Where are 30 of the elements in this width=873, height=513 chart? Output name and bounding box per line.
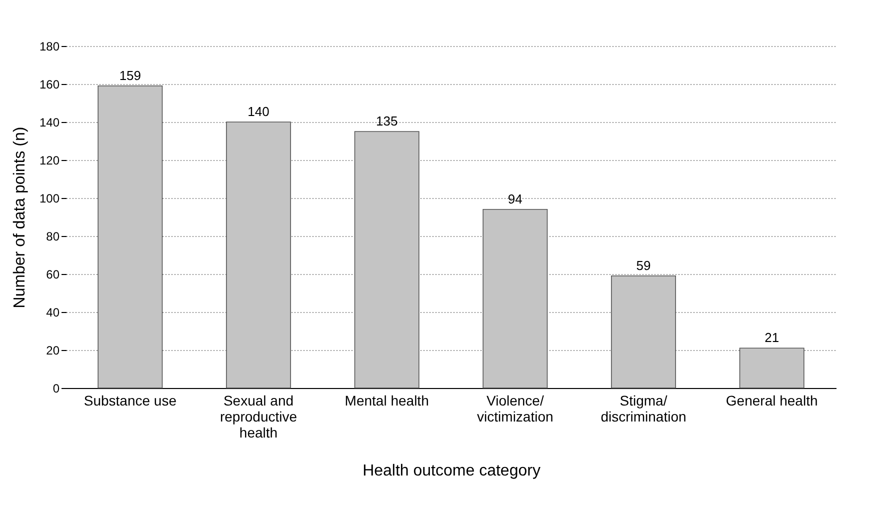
bar: [226, 122, 291, 388]
y-tick-label: 20: [46, 344, 60, 358]
y-tick-label: 140: [39, 116, 60, 130]
x-tick-label: Stigma/discrimination: [600, 392, 686, 424]
x-tick-label: Violence/victimization: [477, 392, 554, 424]
x-axis-title: Health outcome category: [362, 462, 540, 480]
bar: [611, 276, 676, 388]
y-tick-label: 0: [52, 382, 60, 396]
bar: [98, 86, 163, 388]
data-label: 59: [636, 258, 651, 273]
y-tick-label: 160: [39, 78, 60, 92]
y-axis-title: Number of data points (n): [11, 126, 28, 308]
y-tick-label: 180: [39, 40, 60, 54]
x-tick-label: Mental health: [344, 392, 429, 408]
data-label: 140: [248, 104, 270, 119]
data-label: 135: [376, 114, 398, 128]
x-tick-label: Substance use: [84, 392, 177, 408]
x-tick-label: Sexual and reproductive health: [220, 392, 298, 440]
data-label: 21: [764, 330, 780, 346]
y-tick-label: 80: [46, 230, 60, 244]
data-label: 159: [119, 68, 142, 83]
y-tick-label: 120: [39, 154, 60, 168]
y-tick-label: 40: [46, 306, 60, 320]
x-tick-label: General health: [726, 392, 818, 408]
bar: [482, 209, 548, 388]
y-tick-label: 100: [39, 192, 60, 206]
data-label: 94: [508, 191, 522, 206]
y-tick-label: 60: [46, 268, 60, 282]
bar: [354, 131, 420, 388]
bar: [739, 348, 804, 388]
